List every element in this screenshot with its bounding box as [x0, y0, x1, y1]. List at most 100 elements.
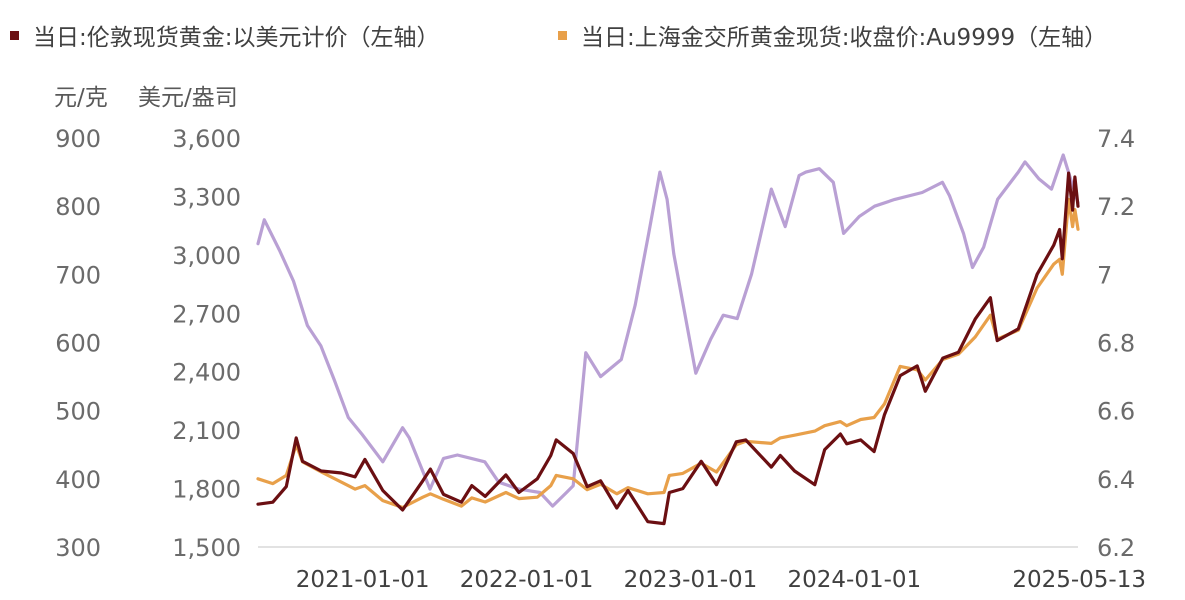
series-point-2 [1017, 171, 1020, 173]
series-point-1 [364, 484, 366, 487]
series-point-0 [899, 374, 901, 377]
series-point-0 [770, 466, 773, 468]
series-point-0 [735, 441, 738, 443]
series-point-2 [673, 253, 675, 255]
series-point-1 [586, 488, 588, 491]
series-point-1 [1071, 225, 1074, 228]
series-point-0 [859, 439, 862, 441]
series-point-0 [518, 491, 520, 494]
series-point-2 [736, 317, 738, 320]
legend-label-shanghai-gold: 当日:上海金交所黄金现货:收盘价:Au9999（左轴） [581, 25, 1108, 51]
series-point-2 [971, 266, 974, 269]
y-tick-label-left-outer: 300 [55, 534, 101, 562]
series-point-1 [1058, 258, 1061, 261]
series-point-0 [401, 509, 404, 511]
series-point-1 [340, 481, 343, 484]
series-point-2 [572, 484, 574, 487]
series-point-2 [634, 304, 636, 306]
series-point-0 [793, 470, 796, 472]
series-point-0 [814, 483, 816, 486]
x-tick-label: 2022-01-01 [460, 567, 594, 593]
series-point-2 [347, 416, 350, 419]
series-point-1 [272, 482, 274, 485]
series-point-2 [982, 246, 985, 248]
series-point-0 [382, 489, 384, 492]
series-point-2 [470, 457, 473, 460]
series-point-2 [263, 219, 266, 221]
series-point-2 [798, 174, 800, 177]
x-tick-label: 2025-05-13 [1012, 567, 1146, 593]
series-point-2 [257, 242, 259, 245]
y-tick-label-right: 7 [1097, 261, 1112, 289]
series-point-1 [1036, 287, 1038, 289]
series-point-0 [536, 478, 539, 480]
x-axis: 2021-01-01 2022-01-01 2023-01-01 2024-01-01… [296, 567, 1146, 593]
series-point-2 [382, 461, 384, 463]
series-point-1 [616, 493, 618, 495]
series-point-0 [957, 351, 960, 354]
series-point-2 [722, 314, 724, 317]
y-tick-label-left-outer: 700 [55, 261, 101, 289]
series-point-2 [647, 232, 650, 235]
series-point-1 [873, 416, 875, 419]
y-tick-label-right: 7.4 [1097, 125, 1135, 153]
series-point-2 [585, 351, 587, 354]
series-point-2 [832, 181, 835, 184]
series-point-0 [364, 458, 366, 461]
series-point-1 [814, 430, 816, 432]
series-point-1 [442, 498, 445, 501]
series-point-0 [257, 503, 259, 506]
series-point-2 [784, 225, 786, 228]
y-tick-label-left-outer: 500 [55, 398, 101, 426]
series-point-0 [989, 296, 992, 299]
series-line-0 [256, 171, 1080, 526]
series-point-2 [278, 249, 281, 252]
series-point-2 [333, 379, 336, 381]
series-point-0 [1074, 176, 1076, 178]
series-point-1 [555, 474, 557, 477]
series-point-2 [996, 198, 999, 201]
series-point-0 [1067, 172, 1070, 174]
series-point-1 [382, 499, 384, 502]
y-tick-label-left-inner: 2,400 [172, 359, 241, 387]
series-point-0 [668, 491, 671, 494]
series-point-2 [818, 167, 821, 170]
series-point-2 [484, 461, 486, 463]
y-tick-label-left-inner: 3,300 [172, 183, 241, 211]
series-point-1 [974, 336, 976, 338]
series-point-0 [700, 460, 702, 463]
series-point-1 [682, 472, 684, 475]
series-point-0 [301, 460, 304, 463]
chart-legend: 当日:伦敦现货黄金:以美元计价（左轴） 当日:上海金交所黄金现货:收盘价:Au9… [10, 18, 1170, 52]
series-point-2 [442, 457, 445, 460]
series-point-2 [429, 488, 431, 490]
legend-item-shanghai-gold: 当日:上海金交所黄金现货:收盘价:Au9999（左轴） [558, 18, 1107, 52]
right-axis: 6.2 6.4 6.6 6.8 7 7.2 7.4 [1097, 125, 1135, 562]
series-point-1 [460, 505, 463, 507]
series-point-1 [1053, 263, 1055, 265]
series-point-0 [1053, 244, 1055, 246]
series-line-2 [256, 153, 1080, 508]
series-point-2 [1038, 178, 1040, 180]
series-point-1 [354, 488, 356, 490]
series-point-0 [845, 443, 848, 445]
series-point-2 [770, 188, 773, 190]
series-point-2 [695, 372, 697, 375]
series-point-0 [460, 501, 463, 504]
series-point-1 [883, 403, 886, 405]
series-point-2 [320, 345, 322, 347]
series-point-2 [565, 491, 568, 494]
y-tick-label-right: 6.8 [1097, 330, 1135, 358]
series-point-1 [550, 484, 552, 487]
y-tick-label-right: 7.2 [1097, 193, 1135, 221]
series-point-0 [340, 472, 343, 474]
y-tick-label-left-inner: 3,000 [172, 242, 241, 270]
series-lines [256, 153, 1080, 526]
series-point-0 [422, 480, 424, 482]
y-tick-label-left-inner: 2,100 [172, 417, 241, 445]
series-point-0 [586, 485, 588, 488]
series-point-2 [1024, 161, 1026, 163]
series-point-2 [401, 426, 404, 429]
left-outer-axis: 300 400 500 600 700 800 900 [55, 125, 101, 562]
